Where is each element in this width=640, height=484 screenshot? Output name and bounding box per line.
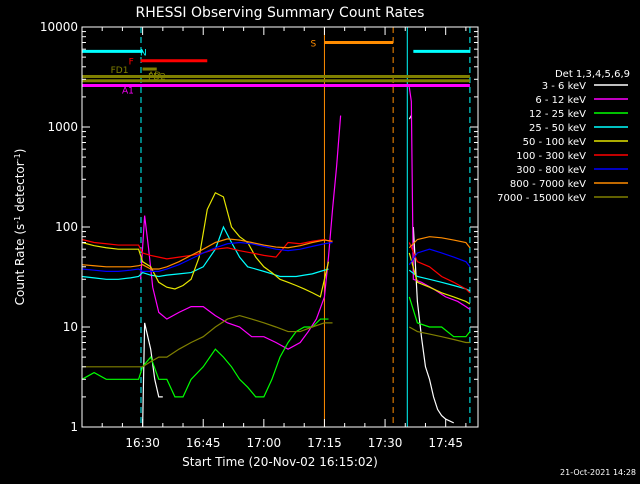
x-tick-label: 16:45 <box>186 436 221 450</box>
y-axis-ticks: 1 10 100 1000 10000 <box>40 20 478 434</box>
legend: Det 1,3,4,5,6,9 3 - 6 keV 6 - 12 keV 12 - … <box>497 69 630 204</box>
legend-entry: 7000 - 15000 keV <box>497 193 586 204</box>
series-line <box>412 226 455 424</box>
series-line <box>81 238 333 260</box>
x-tick-label: 17:00 <box>247 436 282 450</box>
y-tick-label: 1 <box>70 420 78 434</box>
series-line <box>408 236 471 249</box>
series-line <box>408 296 471 338</box>
date-stamp: 21-Oct-2021 14:28 <box>560 468 636 477</box>
series-line <box>409 326 470 344</box>
flag-bar-label: N <box>140 48 147 58</box>
flag-bar-label: AD <box>148 71 161 81</box>
x-tick-label: 17:30 <box>368 436 403 450</box>
series-line <box>81 241 333 272</box>
x-tick-label: 17:15 <box>307 436 342 450</box>
y-axis-label-part: -1 <box>13 153 22 161</box>
legend-entry: 300 - 800 keV <box>516 165 586 176</box>
flag-bar-label: FD2 <box>148 72 166 82</box>
legend-entry: 800 - 7000 keV <box>510 179 586 190</box>
y-axis-label-part: ) <box>13 149 27 154</box>
flag-bar-label: FD1 <box>111 66 129 76</box>
x-tick-label: 17:45 <box>428 436 463 450</box>
flag-bar-label: S <box>310 39 316 49</box>
series-line <box>408 242 471 294</box>
series-line <box>81 225 329 280</box>
series-line <box>139 115 342 350</box>
y-tick-label: 1000 <box>47 120 78 134</box>
flag-bar-label: F <box>129 58 134 68</box>
y-tick-label: 10000 <box>40 20 78 34</box>
series-line <box>82 314 333 368</box>
legend-entry: 12 - 25 keV <box>529 109 586 120</box>
series-line <box>81 191 330 298</box>
flag-bar-label: A1 <box>122 87 134 97</box>
legend-entry: 25 - 50 keV <box>529 123 586 134</box>
y-axis-label-part: detector <box>13 161 27 216</box>
y-axis-label-part: -1 <box>13 216 22 224</box>
chart-title: RHESSI Observing Summary Count Rates <box>136 5 425 21</box>
series-line <box>81 238 333 270</box>
y-tick-label: 10 <box>63 320 78 334</box>
y-axis-label: Count Rate (s-1 detector-1) <box>13 149 27 306</box>
legend-entry: 6 - 12 keV <box>535 95 586 106</box>
series-line <box>408 248 471 268</box>
y-tick-label: 100 <box>55 220 78 234</box>
y-axis-label-part: Count Rate (s <box>13 224 27 306</box>
legend-entry: 50 - 100 keV <box>523 137 587 148</box>
series-line <box>81 318 329 398</box>
x-axis-ticks: 16:30 16:45 17:00 17:15 17:30 17:45 <box>101 27 467 450</box>
x-axis-label: Start Time (20-Nov-02 16:15:02) <box>182 455 378 469</box>
x-tick-label: 16:30 <box>125 436 160 450</box>
series-line <box>408 252 471 305</box>
legend-title: Det 1,3,4,5,6,9 <box>555 69 630 80</box>
legend-entry: 100 - 300 keV <box>516 151 586 162</box>
legend-entry: 3 - 6 keV <box>542 81 586 92</box>
